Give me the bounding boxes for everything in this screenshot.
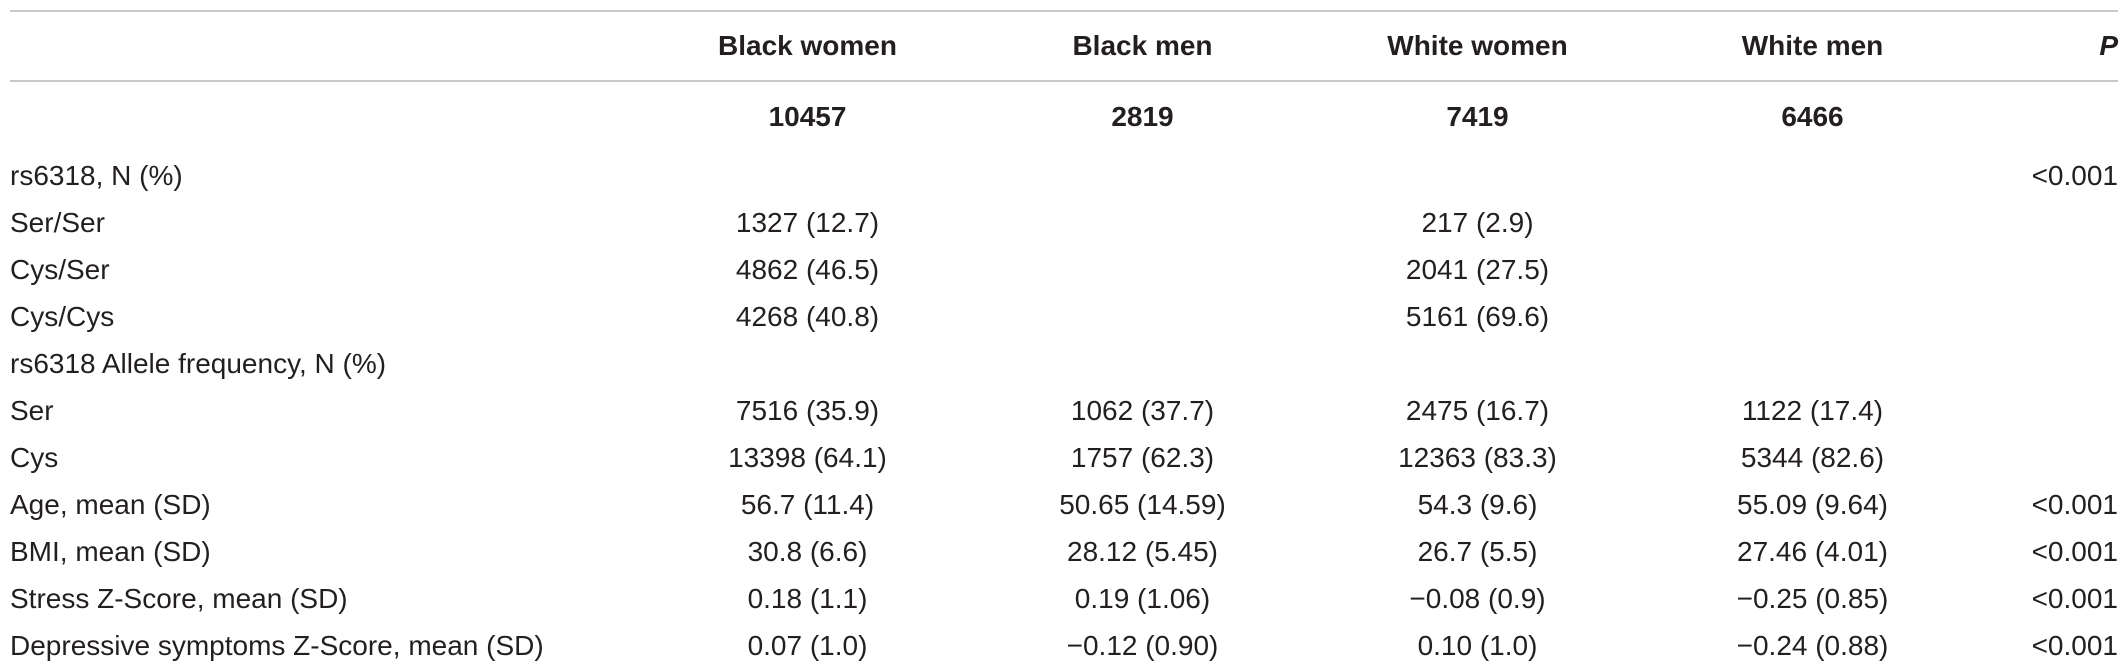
- table-row: Stress Z-Score, mean (SD) 0.18 (1.1) 0.19 …: [10, 575, 2118, 622]
- cell-p-value: [1980, 387, 2118, 434]
- cell-p-value: <0.001: [2031, 159, 2118, 191]
- cell-white-women: 12363 (83.3): [1398, 441, 1557, 473]
- cell-p-value: [1980, 340, 2118, 387]
- table-row: BMI, mean (SD) 30.8 (6.6) 28.12 (5.45) 26.7…: [10, 528, 2118, 575]
- cell-black-men: −0.12 (0.90): [1066, 629, 1219, 661]
- row-label: Cys/Ser: [10, 253, 110, 285]
- table-row: Age, mean (SD) 56.7 (11.4) 50.65 (14.59) 54…: [10, 481, 2118, 528]
- cell-black-women: [640, 340, 975, 387]
- cell-black-men: 1062 (37.7): [1070, 394, 1215, 426]
- cell-white-women: [1310, 340, 1645, 387]
- sample-size-white-men: 6466: [1781, 101, 1844, 132]
- cell-p-value: [1980, 293, 2118, 340]
- cell-white-women: 0.10 (1.0): [1417, 629, 1538, 661]
- sample-size-black-women: 10457: [768, 101, 847, 132]
- cell-black-women: 7516 (35.9): [735, 394, 880, 426]
- cell-white-women: 217 (2.9): [1421, 206, 1534, 238]
- cell-black-men: [975, 340, 1310, 387]
- row-label: Depressive symptoms Z-Score, mean (SD): [10, 629, 544, 661]
- row-label: Stress Z-Score, mean (SD): [10, 582, 348, 614]
- cell-black-women: [640, 152, 975, 199]
- cell-black-women: 0.18 (1.1): [747, 582, 868, 614]
- table-row: Depressive symptoms Z-Score, mean (SD) 0.…: [10, 622, 2118, 669]
- cell-white-women: 54.3 (9.6): [1417, 488, 1538, 520]
- cell-black-men: 28.12 (5.45): [1067, 535, 1218, 567]
- cell-black-women: 0.07 (1.0): [747, 629, 868, 661]
- row-label: Age, mean (SD): [10, 488, 211, 520]
- cell-white-women: 5161 (69.6): [1405, 300, 1550, 332]
- cell-white-men: 27.46 (4.01): [1737, 535, 1888, 567]
- sample-size-white-women: 7419: [1446, 101, 1509, 132]
- cell-white-men: [1645, 199, 1980, 246]
- cell-p-value: <0.001: [2031, 582, 2118, 614]
- cell-white-women: 26.7 (5.5): [1417, 535, 1538, 567]
- sample-size-label: [10, 81, 640, 152]
- row-label: Cys: [10, 441, 59, 473]
- row-label: rs6318 Allele frequency, N (%): [10, 347, 387, 379]
- cell-white-men: −0.25 (0.85): [1736, 582, 1889, 614]
- table-row: Cys/Ser 4862 (46.5) 2041 (27.5): [10, 246, 2118, 293]
- cell-white-men: 5344 (82.6): [1740, 441, 1885, 473]
- cell-black-men: 0.19 (1.06): [1074, 582, 1211, 614]
- cell-black-women: 13398 (64.1): [728, 441, 887, 473]
- sample-size-p: [1980, 81, 2118, 152]
- cell-black-women: 56.7 (11.4): [740, 488, 875, 520]
- cell-black-women: 30.8 (6.6): [747, 535, 868, 567]
- cell-black-men: [975, 246, 1310, 293]
- cell-p-value: [1980, 246, 2118, 293]
- cell-black-women: 4862 (46.5): [735, 253, 880, 285]
- cell-black-men: [975, 293, 1310, 340]
- cell-white-women: [1310, 152, 1645, 199]
- cell-black-men: 50.65 (14.59): [1059, 488, 1226, 520]
- header-cell-black-women: Black women: [640, 10, 975, 82]
- cell-white-men: 1122 (17.4): [1741, 394, 1884, 426]
- header-cell-white-men: White men: [1645, 10, 1980, 82]
- sample-size-black-men: 2819: [1111, 101, 1174, 132]
- table-row: rs6318, N (%) <0.001: [10, 152, 2118, 199]
- row-label: rs6318, N (%): [10, 159, 183, 191]
- cell-white-men: 55.09 (9.64): [1737, 488, 1888, 520]
- header-cell-black-men: Black men: [975, 10, 1310, 82]
- data-table: Black women Black men White women White …: [10, 10, 2118, 669]
- table-row: Cys 13398 (64.1) 1757 (62.3) 12363 (83.3) 53…: [10, 434, 2118, 481]
- cell-black-men: [975, 199, 1310, 246]
- cell-black-women: 4268 (40.8): [735, 300, 880, 332]
- row-label: Ser/Ser: [10, 206, 105, 238]
- cell-white-men: −0.24 (0.88): [1736, 629, 1889, 661]
- cell-p-value: <0.001: [2031, 488, 2118, 520]
- cell-p-value: [1980, 434, 2118, 481]
- cell-black-men: 1757 (62.3): [1070, 441, 1215, 473]
- cell-black-men: [975, 152, 1310, 199]
- row-label: Cys/Cys: [10, 300, 115, 332]
- cell-white-women: 2041 (27.5): [1405, 253, 1550, 285]
- cell-white-women: 2475 (16.7): [1405, 394, 1550, 426]
- cell-p-value: <0.001: [2031, 535, 2118, 567]
- table-row: Ser/Ser 1327 (12.7) 217 (2.9): [10, 199, 2118, 246]
- cell-white-men: [1645, 293, 1980, 340]
- header-cell-white-women: White women: [1310, 10, 1645, 82]
- table-row: Cys/Cys 4268 (40.8) 5161 (69.6): [10, 293, 2118, 340]
- header-row: Black women Black men White women White …: [10, 10, 2118, 82]
- cell-white-men: [1645, 246, 1980, 293]
- cell-white-men: [1645, 340, 1980, 387]
- cell-p-value: [1980, 199, 2118, 246]
- sample-size-row: 10457 2819 7419 6466: [10, 81, 2118, 152]
- cell-white-women: −0.08 (0.9): [1409, 582, 1546, 614]
- header-cell-label: [10, 10, 640, 82]
- header-cell-p: P: [1980, 10, 2118, 82]
- table-row: Ser 7516 (35.9) 1062 (37.7) 2475 (16.7) 1122…: [10, 387, 2118, 434]
- row-label: BMI, mean (SD): [10, 535, 211, 567]
- table-row: rs6318 Allele frequency, N (%): [10, 340, 2118, 387]
- cell-white-men: [1645, 152, 1980, 199]
- cell-p-value: <0.001: [2031, 629, 2118, 661]
- row-label: Ser: [10, 394, 54, 426]
- cell-black-women: 1327 (12.7): [735, 206, 880, 238]
